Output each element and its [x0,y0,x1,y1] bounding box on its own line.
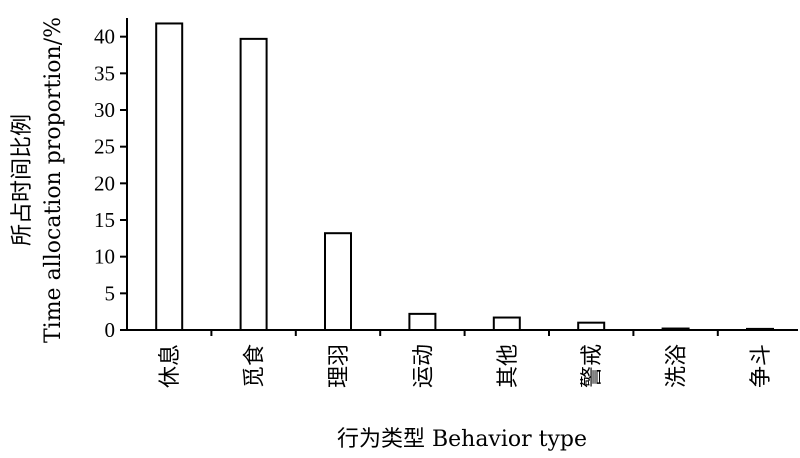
y-tick-label-3: 15 [94,208,115,232]
y-tick-label-2: 10 [94,245,115,269]
y-tick-label-8: 40 [94,25,115,49]
x-category-label-7: 争斗 [749,344,774,388]
bar-1 [239,37,268,331]
x-category-label-5: 警戒 [580,344,605,388]
x-category-label-6: 洗浴 [665,344,690,388]
y-axis-title: 所占时间比例 Time allocation proportion/% [10,17,66,343]
x-category-label-3: 运动 [411,344,436,388]
y-tick-label-1: 5 [105,281,116,305]
bars [155,22,774,332]
bar-3 [408,312,437,332]
x-category-label-2: 理羽 [327,344,352,388]
bar-5 [577,321,606,331]
y-axis-label-cn: 所占时间比例 [10,114,35,246]
bar-0 [155,22,184,331]
y-axis-ticks: 0 5 10 15 20 25 30 35 40 [94,25,127,342]
y-tick-label-0: 0 [105,318,116,342]
bar-2 [324,232,352,331]
x-category-label-4: 其他 [496,344,521,388]
y-tick-label-4: 20 [94,171,115,195]
y-axis-label-en: Time allocation proportion/% [41,17,66,343]
x-category-label-1: 觅食 [243,344,268,388]
y-tick-label-5: 25 [94,135,115,159]
bar-4 [492,316,521,331]
x-axis-categories: 休息 觅食 理羽 运动 其他 警戒 洗浴 争斗 [158,330,774,388]
y-tick-label-7: 35 [94,61,115,85]
y-tick-label-6: 30 [94,98,115,122]
x-category-label-0: 休息 [158,344,183,388]
x-axis-label: 行为类型 Behavior type [337,427,587,452]
